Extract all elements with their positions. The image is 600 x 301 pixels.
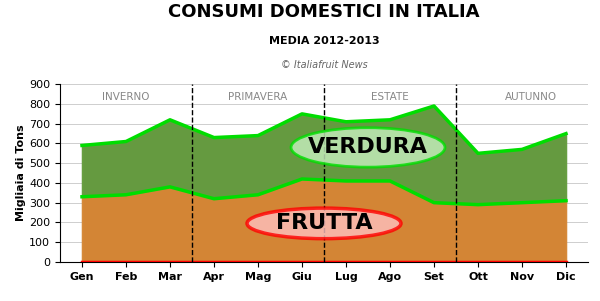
Text: CONSUMI DOMESTICI IN ITALIA: CONSUMI DOMESTICI IN ITALIA	[168, 3, 480, 21]
Text: VERDURA: VERDURA	[308, 138, 428, 157]
Text: AUTUNNO: AUTUNNO	[505, 92, 557, 102]
Text: ESTATE: ESTATE	[371, 92, 409, 102]
Text: INVERNO: INVERNO	[102, 92, 150, 102]
Text: MEDIA 2012-2013: MEDIA 2012-2013	[269, 36, 379, 46]
Text: PRIMAVERA: PRIMAVERA	[229, 92, 287, 102]
Text: FRUTTA: FRUTTA	[275, 213, 373, 233]
Ellipse shape	[291, 128, 445, 167]
Y-axis label: Migliaia di Tons: Migliaia di Tons	[16, 125, 26, 222]
Ellipse shape	[247, 208, 401, 239]
Text: © Italiafruit News: © Italiafruit News	[281, 60, 367, 70]
